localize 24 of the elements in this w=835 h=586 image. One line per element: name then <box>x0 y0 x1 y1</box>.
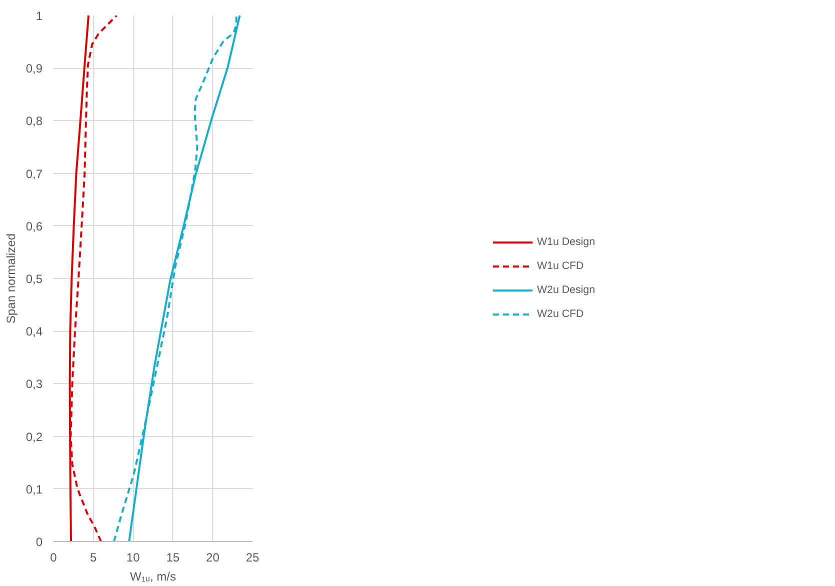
x-tick-label: 15 <box>166 550 180 564</box>
x-tick-label: 10 <box>126 550 140 564</box>
y-tick-label: 0,4 <box>26 324 43 339</box>
y-tick-label: 1 <box>36 9 43 23</box>
x-tick-label: 20 <box>206 550 220 564</box>
y-tick-label: 0 <box>36 535 43 549</box>
y-tick-label: 0,1 <box>26 482 43 496</box>
y-tick-label: 0,7 <box>26 166 43 181</box>
x-tick-label: 0 <box>50 550 58 564</box>
x-tick-label: 25 <box>246 550 260 564</box>
x-axis-title: W₁ᵤ, m/s <box>130 570 176 584</box>
y-tick-label: 0,5 <box>26 272 43 286</box>
legend-label: W1u Design <box>536 236 596 248</box>
y-tick-label: 0,6 <box>26 219 43 234</box>
line-series <box>70 16 118 542</box>
y-tick-label: 0,8 <box>26 114 43 128</box>
x-tick-label: 5 <box>90 550 97 564</box>
legend-label: W2u CFD <box>536 308 584 320</box>
y-tick-label: 0,9 <box>26 62 43 76</box>
legend-label: W2u Design <box>536 284 596 296</box>
y-axis-title: Span normalized <box>4 233 18 324</box>
y-tick-label: 0,3 <box>26 377 43 392</box>
y-tick-label: 0,2 <box>26 430 43 444</box>
legend-label: W1u CFD <box>536 260 584 272</box>
